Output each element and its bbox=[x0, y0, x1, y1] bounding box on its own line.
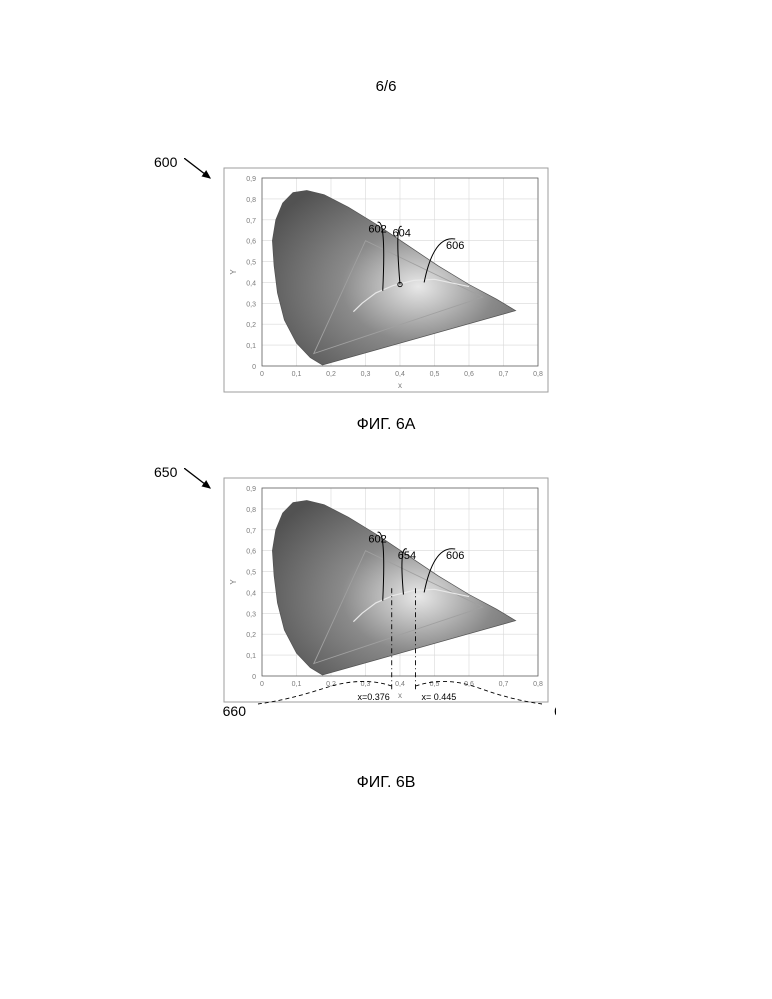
y-tick-label: 0,2 bbox=[246, 632, 256, 639]
y-tick-label: 0,2 bbox=[246, 322, 256, 329]
x-tick-label: 0,4 bbox=[395, 371, 405, 378]
x-tick-label: 0,1 bbox=[292, 681, 302, 688]
y-tick-label: 0,9 bbox=[246, 486, 256, 493]
y-tick-label: 0,5 bbox=[246, 260, 256, 267]
bracket-ref-num: 660 bbox=[223, 703, 247, 719]
y-tick-label: 0,8 bbox=[246, 507, 256, 514]
figure-6b-caption: ФИГ. 6B bbox=[216, 774, 556, 792]
callout-ref-num: 604 bbox=[393, 227, 411, 239]
y-tick-label: 0,6 bbox=[246, 549, 256, 556]
x-tick-label: 0,5 bbox=[430, 371, 440, 378]
figure-6b: 650 00,10,20,30,40,50,60,70,800,10,20,30… bbox=[216, 470, 556, 792]
y-tick-label: 0,7 bbox=[246, 218, 256, 225]
x-tick-label: 0,8 bbox=[533, 681, 543, 688]
y-tick-label: 0,8 bbox=[246, 197, 256, 204]
bracket-ref-num: 662 bbox=[554, 703, 556, 719]
x-tick-label: 0,2 bbox=[326, 371, 336, 378]
x-tick-label: 0,7 bbox=[499, 371, 509, 378]
y-tick-label: 0,6 bbox=[246, 239, 256, 246]
x-tick-label: 0,1 bbox=[292, 371, 302, 378]
figure-6a-ref-num-text: 600 bbox=[154, 154, 177, 170]
y-tick-label: 0,3 bbox=[246, 611, 256, 618]
y-tick-label: 0,9 bbox=[246, 176, 256, 183]
y-tick-label: 0,4 bbox=[246, 590, 256, 597]
y-axis-label: Y bbox=[229, 269, 238, 275]
chromaticity-chart-6a: 0 0,1 0,2 0,3 0,4 0,5 0,6 0,7 0,8 0 0,1 0,2 0,3 0,4 0,… bbox=[216, 160, 556, 400]
y-tick-label: 0 bbox=[252, 364, 256, 371]
x-axis-label: x bbox=[398, 691, 402, 700]
page-number: 6/6 bbox=[0, 78, 772, 95]
x-tick-label: 0,7 bbox=[499, 681, 509, 688]
figure-6a: 600 00,10,20,30,40,50,60,70,800,10,20,30… bbox=[216, 160, 556, 434]
y-tick-label: 0,3 bbox=[246, 301, 256, 308]
x-tick-label: 0,6 bbox=[464, 371, 474, 378]
x-tick-label: 0,4 bbox=[395, 681, 405, 688]
chromaticity-gamut bbox=[272, 191, 515, 366]
x-axis-label: x bbox=[398, 381, 402, 390]
figure-6a-caption: ФИГ. 6A bbox=[216, 416, 556, 434]
y-tick-label: 0,4 bbox=[246, 280, 256, 287]
x-tick-label: 0 bbox=[260, 371, 264, 378]
arrow-icon bbox=[184, 158, 224, 186]
figure-6a-ref-num: 600 bbox=[154, 154, 177, 170]
callout-ref-num: 606 bbox=[446, 550, 464, 562]
figure-6b-ref-num: 650 bbox=[154, 464, 177, 480]
y-tick-label: 0,5 bbox=[246, 570, 256, 577]
y-tick-label: 0,1 bbox=[246, 343, 256, 350]
callout-ref-num: 606 bbox=[446, 240, 464, 252]
callout-ref-num: 602 bbox=[368, 223, 386, 235]
callout-ref-num: 654 bbox=[398, 550, 416, 562]
y-tick-label: 0,1 bbox=[246, 653, 256, 660]
chromaticity-chart-6b: 00,10,20,30,40,50,60,70,800,10,20,30,40,… bbox=[216, 470, 556, 758]
y-tick-label: 0 bbox=[252, 674, 256, 681]
callout-ref-num: 602 bbox=[368, 533, 386, 545]
vline-label: x=0.376 bbox=[357, 692, 389, 702]
arrow-icon bbox=[184, 468, 224, 496]
chromaticity-gamut bbox=[272, 501, 515, 676]
y-tick-label: 0,7 bbox=[246, 528, 256, 535]
figure-6b-ref-num-text: 650 bbox=[154, 464, 177, 480]
x-tick-label: 0,3 bbox=[361, 371, 371, 378]
x-tick-label: 0 bbox=[260, 681, 264, 688]
page: 6/6 600 0 0,1 0,2 0,3 0,4 0,5 0,6 0,7 0,8 0 0,1 0,2… bbox=[0, 0, 772, 999]
y-axis-label: Y bbox=[229, 579, 238, 585]
x-tick-label: 0,8 bbox=[533, 371, 543, 378]
vline-label: x= 0.445 bbox=[422, 692, 457, 702]
